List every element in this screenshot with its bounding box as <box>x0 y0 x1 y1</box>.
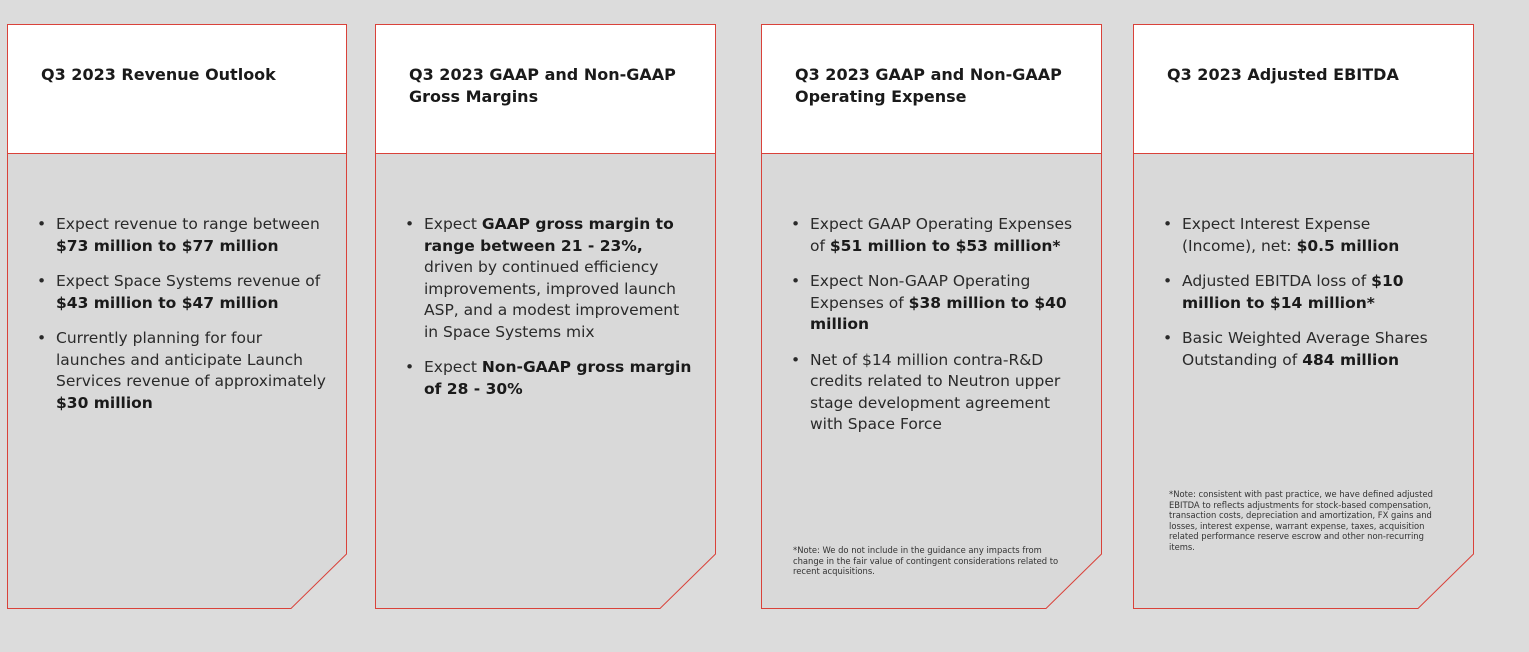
bullet-text: Expect <box>424 215 482 233</box>
bullet-item: • Expect revenue to range between $73 mil… <box>37 214 327 257</box>
bullet-item: • Net of $14 million contra-R&D credits r… <box>791 350 1076 436</box>
card-revenue-outlook: Q3 2023 Revenue Outlook • Expect revenue … <box>7 24 347 609</box>
bullet-text: Expect Interest Expense (Income), net: <box>1182 215 1371 255</box>
bullet-emphasis: $43 million to $47 million <box>56 293 279 312</box>
bullet-list: • Expect GAAP gross margin to range betwe… <box>405 214 692 414</box>
bullet-dot-icon: • <box>405 215 415 233</box>
bullet-emphasis: $0.5 million <box>1296 236 1400 255</box>
card-title: Q3 2023 Revenue Outlook <box>41 65 276 84</box>
bullet-list: • Expect Interest Expense (Income), net: … <box>1163 214 1434 385</box>
card-frame <box>1133 24 1474 609</box>
bullet-dot-icon: • <box>791 215 801 233</box>
bullet-item: • Expect GAAP Operating Expenses of $51 m… <box>791 214 1076 257</box>
bullet-text: Expect Space Systems revenue of <box>56 272 321 290</box>
card-frame <box>761 24 1102 609</box>
bullet-item: • Expect Non-GAAP gross margin of 28 - 30… <box>405 357 692 400</box>
bullet-dot-icon: • <box>1163 329 1173 347</box>
bullet-dot-icon: • <box>791 350 801 369</box>
bullet-list: • Expect GAAP Operating Expenses of $51 m… <box>791 214 1076 450</box>
bullet-text: Expect Non-GAAP Operating Expenses of <box>810 272 1031 312</box>
bullet-item: • Expect GAAP gross margin to range betwe… <box>405 214 692 343</box>
card-frame <box>7 24 347 609</box>
bullet-text: Basic Weighted Average Shares Outstandin… <box>1182 329 1428 369</box>
bullet-emphasis: 484 million <box>1302 350 1400 369</box>
bullet-dot-icon: • <box>37 329 47 347</box>
bullet-emphasis: GAAP gross margin to range between 21 - … <box>424 215 674 255</box>
bullet-text: Currently planning for four launches and… <box>56 329 326 390</box>
bullet-text: Adjusted EBITDA loss of <box>1182 272 1372 290</box>
bullet-emphasis: $30 million <box>56 393 153 412</box>
bullet-emphasis: $10 million to $14 million* <box>1182 272 1404 312</box>
bullet-text: Expect GAAP Operating Expenses of <box>810 215 1073 255</box>
bullet-text: Expect revenue to range between <box>56 215 320 233</box>
card-frame <box>375 24 716 609</box>
bullet-item: • Expect Space Systems revenue of $43 mil… <box>37 271 327 314</box>
card-title: Q3 2023 GAAP and Non-GAAP Gross Margins <box>409 65 676 106</box>
bullet-dot-icon: • <box>37 215 47 233</box>
card-title: Q3 2023 Adjusted EBITDA <box>1167 65 1399 84</box>
bullet-item: • Adjusted EBITDA loss of $10 million to … <box>1163 271 1434 314</box>
bullet-list: • Expect revenue to range between $73 mil… <box>37 214 327 428</box>
bullet-item: • Basic Weighted Average Shares Outstandi… <box>1163 328 1434 371</box>
bullet-dot-icon: • <box>405 358 415 376</box>
bullet-emphasis: $38 million to $40 million <box>810 293 1067 334</box>
bullet-emphasis: $73 million to $77 million <box>56 236 279 255</box>
footnote: *Note: consistent with past practice, we… <box>1169 489 1433 552</box>
bullet-dot-icon: • <box>1163 272 1173 290</box>
card-operating-expense: Q3 2023 GAAP and Non-GAAP Operating Expe… <box>761 24 1102 609</box>
bullet-dot-icon: • <box>791 272 801 290</box>
bullet-emphasis: $51 million to $53 million* <box>829 236 1061 255</box>
bullet-text: Net of $14 million contra-R&D credits re… <box>810 350 1061 434</box>
card-title: Q3 2023 GAAP and Non-GAAP Operating Expe… <box>795 65 1062 106</box>
bullet-item: • Expect Interest Expense (Income), net: … <box>1163 214 1434 257</box>
bullet-dot-icon: • <box>37 272 47 290</box>
bullet-text: Expect <box>424 358 482 376</box>
card-gross-margins: Q3 2023 GAAP and Non-GAAP Gross Margins … <box>375 24 716 609</box>
card-adjusted-ebitda: Q3 2023 Adjusted EBITDA • Expect Interest… <box>1133 24 1474 609</box>
bullet-dot-icon: • <box>1163 215 1173 233</box>
footnote: *Note: We do not include in the guidance… <box>793 545 1059 576</box>
bullet-text: driven by continued efficiency improveme… <box>424 258 680 341</box>
bullet-emphasis: Non-GAAP gross margin of 28 - 30% <box>424 358 692 398</box>
bullet-item: • Expect Non-GAAP Operating Expenses of $… <box>791 271 1076 336</box>
bullet-item: • Currently planning for four launches an… <box>37 328 327 414</box>
